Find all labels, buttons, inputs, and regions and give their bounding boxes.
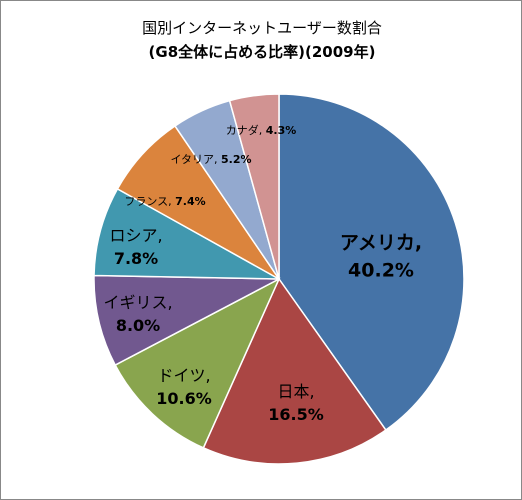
- chart-subtitle: (G8全体に占める比率)(2009年): [149, 43, 376, 61]
- slice-label-7: イタリア, 5.2%: [170, 153, 251, 166]
- pie-slices: [93, 93, 465, 465]
- slice-label-1: アメリカ, 40.2%: [340, 232, 422, 282]
- pie-slice-8: [228, 93, 280, 280]
- pie-slice-1: [278, 93, 465, 432]
- pie-slice-2: [202, 277, 387, 465]
- chart-title: 国別インターネットユーザー数割合: [142, 19, 382, 37]
- slice-label-2: 日本, 16.5%: [268, 382, 324, 424]
- slice-labels: アメリカ, 40.2% 日本, 16.5% ドイツ, 10.6% イギリス, 8.0% ロシア,…: [103, 123, 422, 424]
- pie-slice-3: [114, 277, 281, 449]
- slice-label-5: ロシア, 7.8%: [109, 226, 162, 268]
- slice-label-6: フランス, 7.4%: [124, 195, 205, 208]
- slice-label-4: イギリス, 8.0%: [103, 293, 172, 335]
- slice-label-8: カナダ, 4.3%: [226, 123, 297, 137]
- slice-label-3: ドイツ, 10.6%: [156, 366, 212, 408]
- pie-slice-4: [93, 274, 280, 367]
